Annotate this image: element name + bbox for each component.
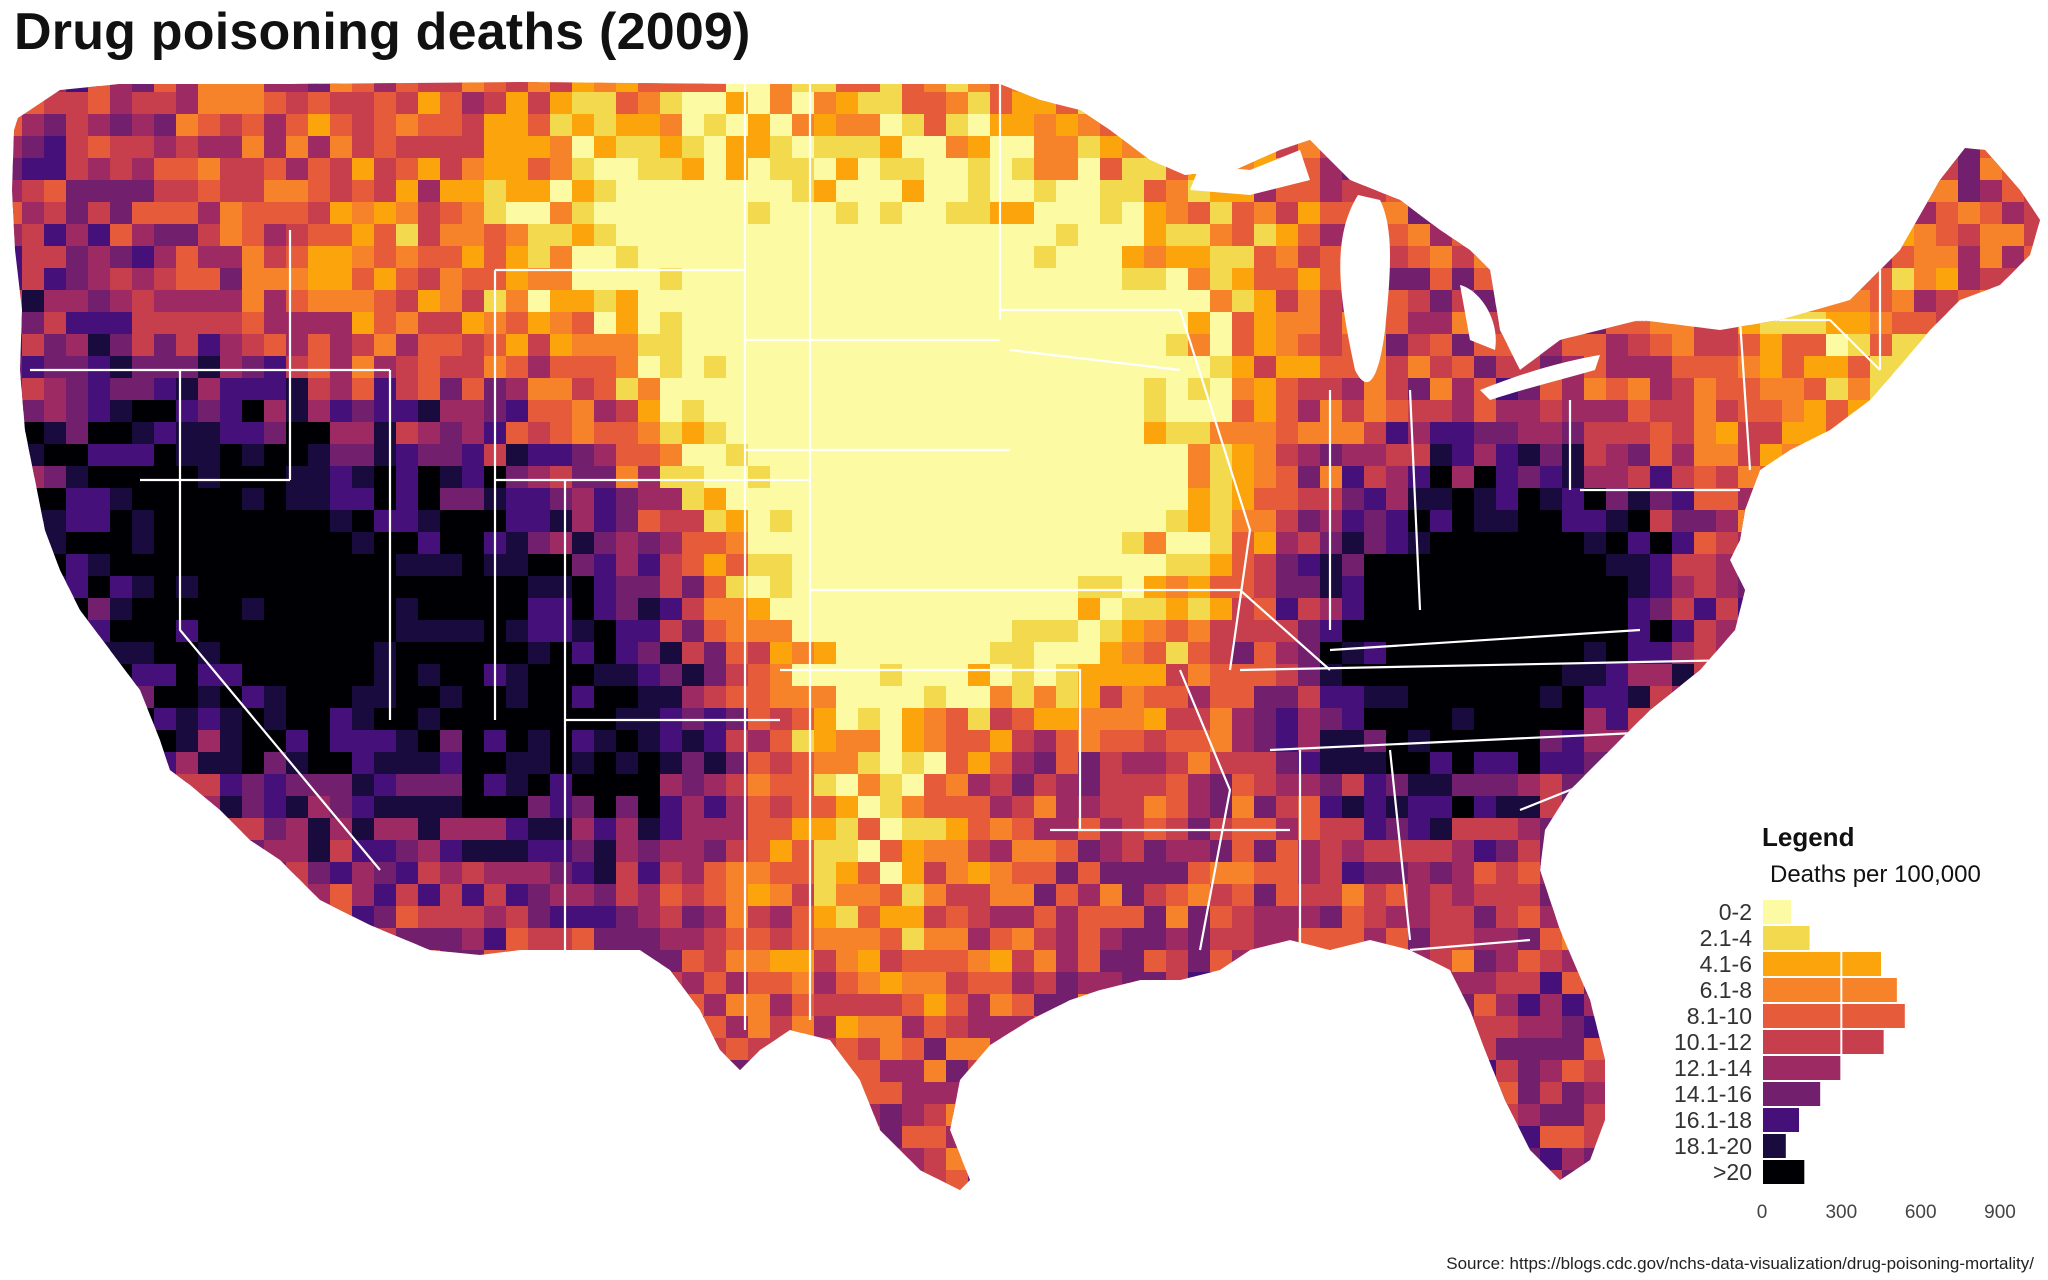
legend-category-label: >20: [1713, 1159, 1752, 1185]
legend-category-label: 0-2: [1719, 899, 1752, 925]
legend-bars: 0-22.1-44.1-66.1-88.1-1010.1-1212.1-1414…: [1674, 899, 1905, 1185]
legend: Legend Deaths per 100,000 0-22.1-44.1-66…: [1674, 810, 2040, 1223]
legend-category-label: 10.1-12: [1674, 1029, 1752, 1055]
legend-tick-label: 0: [1757, 1202, 1768, 1223]
legend-title: Legend: [1762, 822, 1854, 852]
source-note: Source: https://blogs.cdc.gov/nchs-data-…: [1446, 1254, 2034, 1273]
legend-axis-ticks: 0 300 600 900: [1757, 900, 2016, 1223]
legend-tick-label: 300: [1825, 1202, 1857, 1223]
map-title: Drug poisoning deaths (2009): [14, 3, 751, 61]
choropleth-map: Legend Deaths per 100,000 0-2 2.1-4 4.1-6 6…: [0, 70, 2048, 1250]
legend-tick-label: 900: [1984, 1202, 2016, 1223]
state-boundaries: [30, 82, 1882, 1030]
legend-bar-2: [1762, 952, 1881, 976]
legend-category-label: 4.1-6: [1700, 951, 1752, 977]
legend-bar-8: [1762, 1108, 1800, 1132]
legend-bar-5: [1762, 1030, 1884, 1054]
legend-bar-4: [1762, 1004, 1905, 1028]
legend-tick-label: 600: [1905, 1202, 1937, 1223]
legend-category-label: 16.1-18: [1674, 1107, 1752, 1133]
legend-category-label: 12.1-14: [1674, 1055, 1752, 1081]
legend-category-label: 8.1-10: [1687, 1003, 1752, 1029]
legend-category-label: 18.1-20: [1674, 1133, 1752, 1159]
legend-subtitle: Deaths per 100,000: [1770, 861, 1981, 888]
lake-michigan: [1340, 195, 1390, 383]
legend-category-label: 14.1-16: [1674, 1081, 1752, 1107]
legend-bar-0: [1762, 900, 1792, 924]
legend-category-label: 2.1-4: [1700, 925, 1753, 951]
lake-superior: [1190, 150, 1310, 195]
legend-bar-7: [1762, 1082, 1821, 1106]
legend-bar-3: [1762, 978, 1897, 1002]
legend-category-label: 6.1-8: [1700, 977, 1752, 1003]
legend-bar-10: [1762, 1160, 1805, 1184]
legend-bar-1: [1762, 926, 1810, 950]
lake-erie: [1480, 355, 1600, 400]
lake-huron: [1460, 285, 1496, 350]
legend-bar-9: [1762, 1134, 1786, 1158]
legend-bar-6: [1762, 1056, 1842, 1080]
